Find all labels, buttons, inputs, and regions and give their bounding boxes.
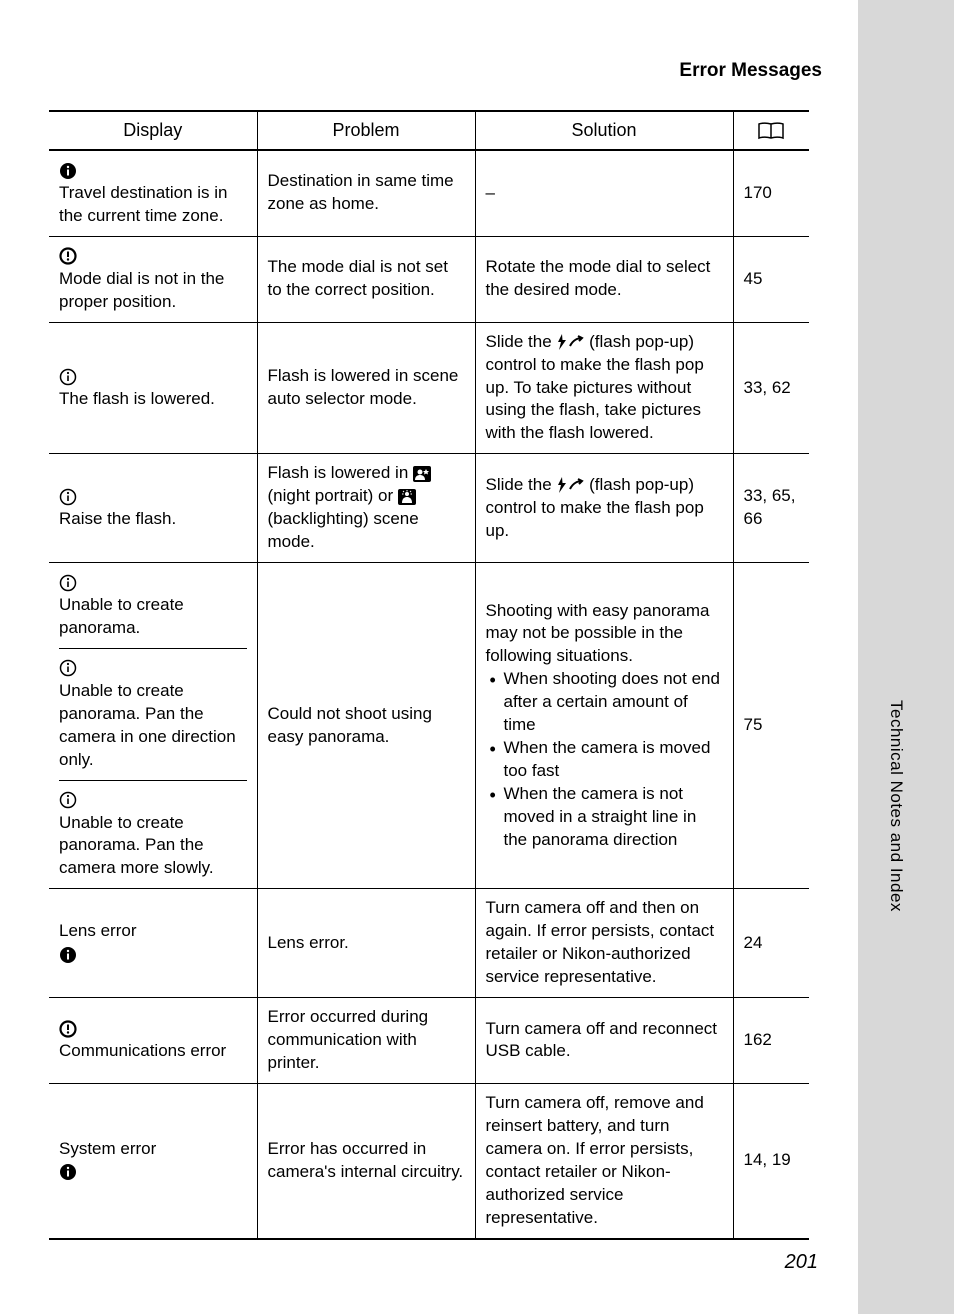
cell-text: Shooting with easy panorama may not be p… (486, 601, 710, 666)
info-solid-icon (59, 162, 77, 180)
info-solid-icon (59, 1163, 77, 1181)
cell-text: Unable to create panorama. (59, 595, 184, 637)
alert-circle-icon (59, 1020, 77, 1038)
cell-text: Unable to create panorama. Pan the camer… (59, 681, 236, 769)
cell-solution: Slide the (flash pop-up) control to make… (475, 322, 733, 454)
flash-popup-icon (556, 333, 584, 351)
cell-solution: Turn camera off and then on again. If er… (475, 889, 733, 998)
cell-page: 24 (733, 889, 809, 998)
cell-solution: Shooting with easy panorama may not be p… (475, 563, 733, 889)
cell-text: (night portrait) or (268, 486, 398, 505)
cell-text: Raise the flash. (59, 509, 176, 528)
table-row: Travel destination is in the current tim… (49, 150, 809, 236)
cell-display: The flash is lowered. (49, 322, 257, 454)
cell-display: Unable to create panorama. Unable to cre… (49, 563, 257, 889)
header-solution: Solution (475, 111, 733, 150)
list-item: When the camera is moved too fast (486, 737, 723, 783)
cell-text: (backlighting) scene mode. (268, 509, 419, 551)
error-table: Display Problem Solution Travel destinat… (49, 110, 809, 1240)
info-outline-icon (59, 791, 77, 809)
backlighting-icon (398, 489, 416, 505)
header-problem: Problem (257, 111, 475, 150)
cell-solution: Turn camera off and reconnect USB cable. (475, 998, 733, 1084)
cell-text: Slide the (486, 475, 557, 494)
flash-popup-icon (556, 476, 584, 494)
table-row: The flash is lowered. Flash is lowered i… (49, 322, 809, 454)
header-page-icon (733, 111, 809, 150)
cell-text: Lens error (59, 921, 136, 940)
section-title: Error Messages (0, 60, 858, 82)
table-row: Raise the flash. Flash is lowered in (ni… (49, 454, 809, 563)
solution-list: When shooting does not end after a certa… (486, 668, 723, 852)
cell-problem: Lens error. (257, 889, 475, 998)
cell-solution: Turn camera off, remove and reinsert bat… (475, 1083, 733, 1238)
cell-problem: Flash is lowered in (night portrait) or … (257, 454, 475, 563)
cell-problem: Error occurred during communication with… (257, 998, 475, 1084)
info-solid-icon (59, 946, 77, 964)
list-item: When the camera is not moved in a straig… (486, 783, 723, 852)
sub-display: Unable to create panorama. Pan the camer… (59, 648, 247, 780)
cell-text: Mode dial is not in the proper position. (59, 269, 224, 311)
cell-problem: Could not shoot using easy panorama. (257, 563, 475, 889)
cell-display: System error (49, 1083, 257, 1238)
cell-display: Mode dial is not in the proper position. (49, 236, 257, 322)
cell-page: 162 (733, 998, 809, 1084)
table-row: Mode dial is not in the proper position.… (49, 236, 809, 322)
cell-text: Unable to create panorama. Pan the camer… (59, 813, 214, 878)
cell-display: Communications error (49, 998, 257, 1084)
cell-text: The flash is lowered. (59, 389, 215, 408)
cell-page: 75 (733, 563, 809, 889)
header-display: Display (49, 111, 257, 150)
cell-problem: Flash is lowered in scene auto selector … (257, 322, 475, 454)
alert-circle-icon (59, 247, 77, 265)
cell-problem: Error has occurred in camera's internal … (257, 1083, 475, 1238)
cell-solution: Slide the (flash pop-up) control to make… (475, 454, 733, 563)
cell-solution: – (475, 150, 733, 236)
cell-problem: Destination in same time zone as home. (257, 150, 475, 236)
cell-text: Flash is lowered in (268, 463, 414, 482)
sub-display: Unable to create panorama. Pan the camer… (59, 780, 247, 889)
cell-problem: The mode dial is not set to the correct … (257, 236, 475, 322)
book-icon (758, 122, 784, 140)
cell-solution: Rotate the mode dial to select the desir… (475, 236, 733, 322)
info-outline-icon (59, 659, 77, 677)
list-item: When shooting does not end after a certa… (486, 668, 723, 737)
info-outline-icon (59, 574, 77, 592)
page-container: Error Messages Display Problem Solution … (0, 0, 858, 1314)
cell-page: 33, 65, 66 (733, 454, 809, 563)
cell-text: Communications error (59, 1041, 226, 1060)
info-outline-icon (59, 488, 77, 506)
cell-page: 14, 19 (733, 1083, 809, 1238)
table-row: Lens error Lens error. Turn camera off a… (49, 889, 809, 998)
info-outline-icon (59, 368, 77, 386)
table-row: Communications error Error occurred duri… (49, 998, 809, 1084)
cell-page: 33, 62 (733, 322, 809, 454)
side-tab (862, 990, 920, 1074)
night-portrait-icon (413, 466, 431, 482)
table-row: System error Error has occurred in camer… (49, 1083, 809, 1238)
page-number: 201 (785, 1251, 818, 1274)
cell-text: Travel destination is in the current tim… (59, 183, 228, 225)
cell-page: 45 (733, 236, 809, 322)
cell-text: System error (59, 1139, 156, 1158)
side-label: Technical Notes and Index (886, 700, 906, 912)
cell-display: Raise the flash. (49, 454, 257, 563)
sub-display: Unable to create panorama. (59, 563, 247, 648)
cell-display: Lens error (49, 889, 257, 998)
cell-page: 170 (733, 150, 809, 236)
cell-text: Slide the (486, 332, 557, 351)
table-row: Unable to create panorama. Unable to cre… (49, 563, 809, 889)
cell-display: Travel destination is in the current tim… (49, 150, 257, 236)
